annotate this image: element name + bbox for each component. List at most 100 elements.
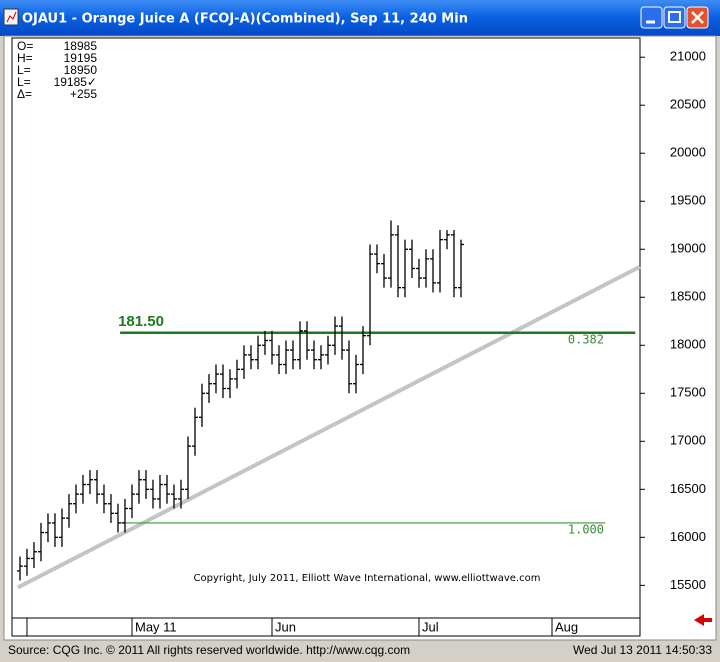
y-tick-label: 18500 [670,289,706,304]
ohlc-bar [149,479,156,509]
y-tick-label: 15500 [670,577,706,592]
ohlc-bar [282,340,289,375]
title-bar [0,0,720,36]
ohlc-bar [156,474,163,509]
ohlc-bar [51,513,58,547]
footer-date: Wed Jul 13 2011 14:50:33 [573,643,712,657]
x-tick-label: Aug [555,619,578,634]
ohlc-bar [163,474,170,504]
ohlc-bar [65,494,72,528]
info-label: L= [17,63,31,77]
ohlc-bar [394,225,401,298]
ohlc-bar [177,479,184,509]
info-label: H= [17,51,33,65]
ohlc-bar [451,230,458,298]
ohlc-bar [128,484,135,519]
fib-label: 0.382 [568,332,604,346]
info-value: 19185✓ [54,75,97,89]
plot-area [11,37,641,619]
info-label: L= [17,75,31,89]
info-value: +255 [70,87,97,101]
ohlc-bar [100,484,107,514]
ohlc-bar [380,254,387,288]
ohlc-bar [79,474,86,504]
ohlc-bar [401,239,408,298]
y-tick-label: 21000 [670,49,706,64]
ohlc-bar [198,383,205,427]
ohlc-bar [191,407,198,456]
y-tick-label: 17000 [670,433,706,448]
y-tick-label: 16500 [670,481,706,496]
ohlc-bar [387,220,394,288]
info-value: 18950 [64,63,98,77]
ohlc-bar [247,345,254,370]
ohlc-bar [408,239,415,279]
ohlc-bar [170,484,177,509]
y-tick-label: 19000 [670,241,706,256]
maximize-glyph [668,11,681,23]
ohlc-info: O= 18985 H= 19195 L= 18950 L= 19185✓ Δ= +255 [17,39,97,101]
scroll-arrow[interactable] [694,614,712,626]
trendline [17,264,641,590]
x-tick-label: Jul [422,619,439,634]
ohlc-bar [37,522,44,562]
y-tick-label: 18000 [670,337,706,352]
ohlc-bar [373,244,380,274]
ohlc-bar [338,316,345,360]
ohlc-bar [317,345,324,370]
ohlc-bar [240,345,247,379]
ohlc-bar [296,321,303,370]
ohlc-bar [324,335,331,365]
ohlc-bar [30,542,37,569]
ohlc-bar [114,503,121,533]
ohlc-bar [23,548,30,576]
ohlc-bar [58,508,65,547]
ohlc-bar [359,326,366,375]
x-tick-label: May 11 [135,619,177,634]
ohlc-bar [72,484,79,514]
y-tick-label: 20000 [670,145,706,160]
info-value: 19195 [64,51,98,65]
ohlc-bar [219,364,226,399]
y-tick-label: 20500 [670,97,706,112]
ohlc-bar [121,498,128,533]
ohlc-bar [233,359,240,389]
ohlc-bar [44,513,51,543]
fib-label: 1.000 [568,522,604,536]
ohlc-bar [458,239,465,298]
ohlc-bar [268,330,275,365]
info-label: Δ= [17,87,32,101]
ohlc-bar [331,316,338,355]
ohlc-bar [142,470,149,499]
y-tick-label: 16000 [670,529,706,544]
ohlc-bar [444,230,451,250]
window-icon-glyph [6,11,17,23]
ohlc-bar [205,374,212,403]
y-tick-label: 19500 [670,193,706,208]
copyright: Copyright, July 2011, Elliott Wave Inter… [194,573,541,584]
maximize-button[interactable] [663,6,686,29]
fib-annotation: 181.50 [118,313,164,330]
window-buttons [640,6,709,29]
info-label: O= [17,39,33,53]
ohlc-bar [135,470,142,504]
x-tick-label: Jun [275,619,296,634]
window-title: OJAU1 - Orange Juice A (FCOJ-A)(Combined… [22,12,468,27]
y-tick-label: 17500 [670,385,706,400]
ohlc-bar [303,321,310,360]
ohlc-bar [212,364,219,394]
scroll-box[interactable] [11,617,28,637]
ohlc-bar [366,244,373,346]
info-value: 18985 [64,39,98,53]
ohlc-bar [93,470,100,504]
footer-source: Source: CQG Inc. © 2011 All rights reser… [8,643,410,657]
minimize-button[interactable] [640,6,663,29]
ohlc-bar [86,470,93,495]
ohlc-bar [16,556,23,581]
ohlc-bar [437,230,444,293]
x-axis-band [11,617,641,637]
close-glyph [691,11,704,24]
ohlc-bar [254,335,261,370]
ohlc-bar [345,340,352,394]
ohlc-bar [261,330,268,355]
